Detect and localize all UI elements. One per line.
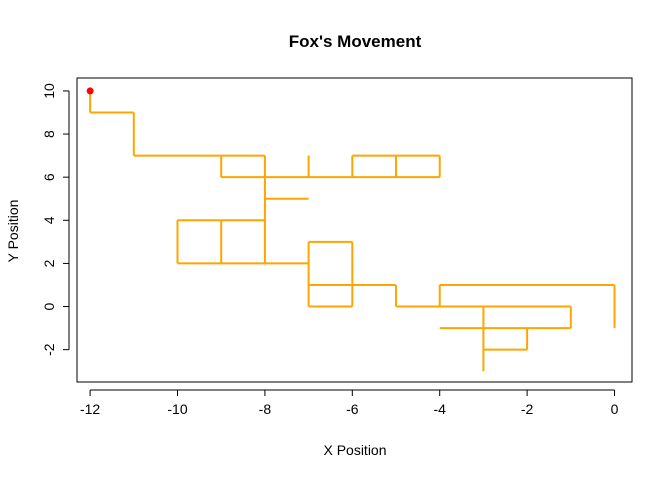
start-marker-group [86,87,94,95]
y-tick-label: 0 [41,302,57,310]
fox-path-series [89,90,616,372]
chart-title: Fox's Movement [289,32,422,51]
y-axis: -2 0 2 4 6 8 10 [41,83,70,356]
x-axis: -12 -10 -8 -6 -4 -2 0 [80,389,619,417]
x-tick-label: -8 [259,401,272,417]
x-tick-label: -2 [521,401,534,417]
y-tick-label: 2 [41,259,57,267]
plot-area-box [76,77,633,383]
y-tick-label: 8 [41,130,57,138]
y-tick-label: 10 [41,83,57,99]
start-point-marker [86,87,94,95]
x-tick-label: -4 [433,401,446,417]
y-axis-label: Y Position [5,200,21,263]
x-tick-label: 0 [611,401,619,417]
y-tick-label: 6 [41,173,57,181]
x-tick-label: -10 [167,401,187,417]
y-tick-label: -2 [41,343,57,356]
x-tick-label: -12 [80,401,100,417]
x-axis-label: X Position [323,442,386,458]
x-tick-label: -6 [346,401,359,417]
y-tick-label: 4 [41,216,57,224]
